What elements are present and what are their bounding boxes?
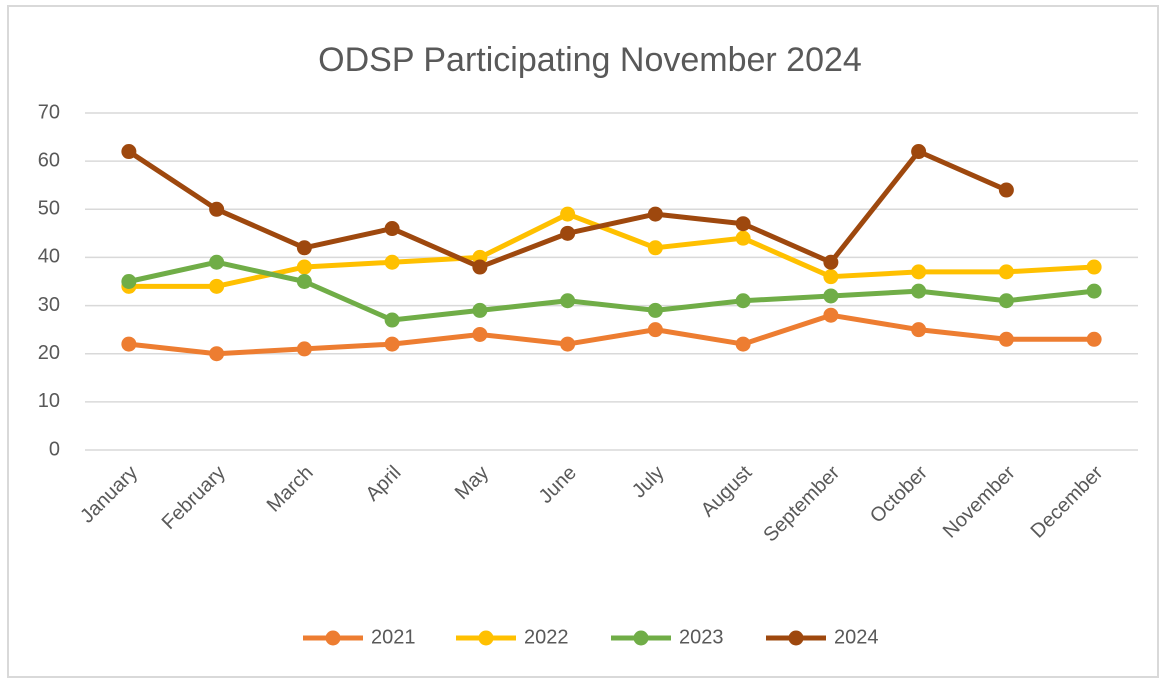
- data-point: [1086, 331, 1102, 347]
- data-point: [384, 254, 400, 270]
- data-point: [735, 336, 751, 352]
- y-tick-label: 70: [38, 101, 60, 123]
- data-point: [998, 182, 1014, 198]
- data-point: [209, 201, 225, 217]
- legend-marker: [788, 630, 804, 646]
- y-tick-label: 20: [38, 342, 60, 364]
- data-point: [1086, 283, 1102, 299]
- legend-marker: [325, 630, 341, 646]
- data-point: [560, 206, 576, 222]
- y-tick-label: 60: [38, 149, 60, 171]
- data-point: [911, 144, 927, 160]
- data-point: [647, 206, 663, 222]
- data-point: [296, 341, 312, 357]
- data-point: [735, 216, 751, 232]
- data-point: [209, 278, 225, 294]
- data-point: [647, 302, 663, 318]
- data-point: [998, 264, 1014, 280]
- data-point: [472, 326, 488, 342]
- data-point: [823, 269, 839, 285]
- data-point: [735, 230, 751, 246]
- data-point: [209, 346, 225, 362]
- data-point: [296, 259, 312, 275]
- y-tick-label: 40: [38, 246, 60, 268]
- data-point: [1086, 259, 1102, 275]
- data-point: [209, 254, 225, 270]
- legend-label: 2024: [834, 626, 879, 648]
- data-point: [911, 283, 927, 299]
- data-point: [647, 240, 663, 256]
- data-point: [647, 322, 663, 338]
- data-point: [472, 259, 488, 275]
- data-point: [560, 225, 576, 241]
- data-point: [823, 307, 839, 323]
- legend-label: 2023: [679, 626, 724, 648]
- data-point: [472, 302, 488, 318]
- data-point: [998, 331, 1014, 347]
- data-point: [296, 240, 312, 256]
- data-point: [735, 293, 751, 309]
- chart-title: ODSP Participating November 2024: [318, 41, 862, 79]
- data-point: [384, 336, 400, 352]
- data-point: [121, 144, 137, 160]
- data-point: [998, 293, 1014, 309]
- data-point: [121, 274, 137, 289]
- data-point: [384, 221, 400, 237]
- data-point: [560, 336, 576, 352]
- series-line: [128, 312, 1095, 357]
- data-point: [823, 254, 839, 270]
- legend-marker: [478, 630, 494, 646]
- y-tick-label: 30: [38, 294, 60, 316]
- series-line: [128, 211, 1095, 289]
- data-point: [121, 336, 137, 352]
- series-line: [128, 259, 1095, 323]
- data-point: [911, 322, 927, 338]
- y-tick-label: 10: [38, 390, 60, 412]
- y-tick-label: 0: [49, 438, 60, 460]
- data-point: [823, 288, 839, 304]
- legend-marker: [633, 630, 649, 646]
- legend-label: 2021: [371, 626, 416, 648]
- data-point: [560, 293, 576, 309]
- legend-label: 2022: [524, 626, 569, 648]
- data-point: [384, 312, 400, 328]
- y-tick-label: 50: [38, 198, 60, 220]
- data-point: [296, 274, 312, 289]
- data-point: [911, 264, 927, 280]
